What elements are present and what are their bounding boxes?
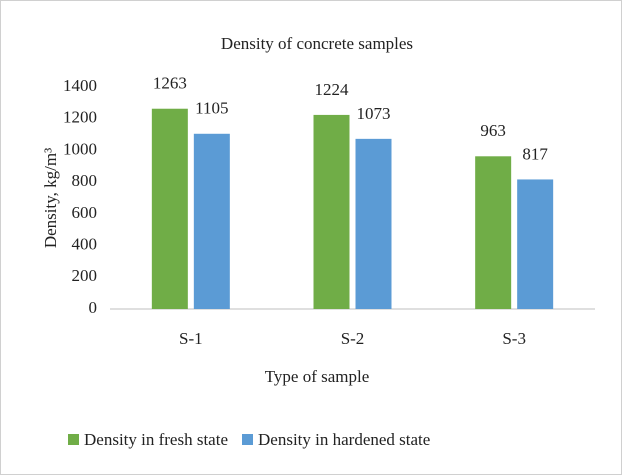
y-tick-label: 400 bbox=[72, 234, 98, 253]
y-tick-label: 1000 bbox=[63, 139, 97, 158]
x-axis-title: Type of sample bbox=[265, 367, 370, 386]
legend-swatch bbox=[242, 434, 253, 445]
legend-label: Density in fresh state bbox=[84, 430, 228, 449]
bar bbox=[355, 138, 392, 309]
legend-label: Density in hardened state bbox=[258, 430, 430, 449]
value-label: 1105 bbox=[195, 99, 228, 118]
legend-swatch bbox=[68, 434, 79, 445]
bar bbox=[517, 179, 554, 309]
value-label: 1224 bbox=[315, 80, 350, 99]
bar bbox=[475, 156, 512, 309]
x-tick-label: S-3 bbox=[502, 329, 526, 348]
y-axis-title: Density, kg/m³ bbox=[41, 148, 60, 248]
y-tick-label: 1200 bbox=[63, 108, 97, 127]
x-tick-label: S-1 bbox=[179, 329, 203, 348]
bar bbox=[313, 114, 350, 309]
bar bbox=[151, 108, 188, 309]
y-tick-label: 200 bbox=[72, 266, 98, 285]
bar bbox=[193, 133, 230, 309]
value-label: 1263 bbox=[153, 74, 187, 93]
value-label: 817 bbox=[522, 144, 548, 163]
y-tick-label: 0 bbox=[89, 298, 98, 317]
value-label: 963 bbox=[480, 121, 506, 140]
y-tick-label: 800 bbox=[72, 171, 98, 190]
value-label: 1073 bbox=[357, 104, 391, 123]
y-tick-label: 1400 bbox=[63, 76, 97, 95]
chart-title: Density of concrete samples bbox=[221, 34, 413, 53]
y-tick-label: 600 bbox=[72, 203, 98, 222]
x-tick-label: S-2 bbox=[341, 329, 365, 348]
